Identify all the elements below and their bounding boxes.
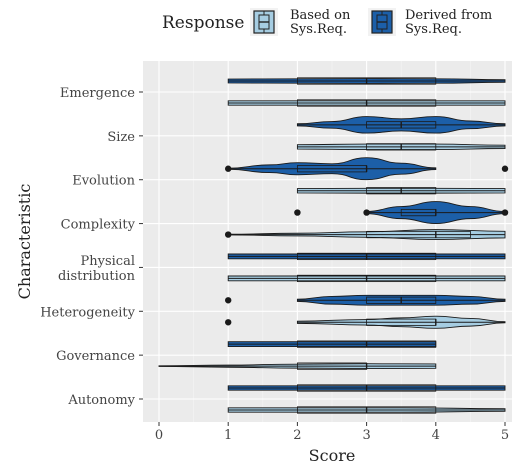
y-axis-title: Characteristic: [15, 184, 34, 300]
y-tick-label: Autonomy: [67, 393, 135, 408]
outlier-derived-complexity-2: [502, 209, 508, 215]
y-tick-label: Emergence: [60, 86, 135, 101]
y-tick-label: distribution: [58, 269, 136, 284]
y-tick-label: Complexity: [61, 218, 136, 233]
outlier-derived-complexity-0: [294, 209, 300, 215]
outlier-derived-heterogeneity-0: [225, 297, 231, 303]
x-tick-label: 3: [362, 428, 370, 443]
y-tick-label: Heterogeneity: [40, 305, 135, 320]
x-tick-label: 0: [155, 428, 163, 443]
y-tick-label: Governance: [56, 349, 135, 364]
y-tick-label: Physical: [81, 254, 135, 269]
y-tick-label: Size: [107, 130, 135, 145]
x-axis-title: Score: [309, 446, 356, 465]
outlier-derived-evolution-1: [502, 166, 508, 172]
outlier-derived-evolution-0: [225, 166, 231, 172]
outlier-based-complexity-0: [225, 231, 231, 237]
x-tick-label: 5: [501, 428, 509, 443]
outlier-derived-complexity-1: [363, 209, 369, 215]
x-tick-label: 4: [432, 428, 440, 443]
x-tick-label: 2: [293, 428, 301, 443]
outlier-based-heterogeneity-0: [225, 319, 231, 325]
y-tick-label: Evolution: [72, 174, 135, 189]
x-tick-label: 1: [224, 428, 232, 443]
